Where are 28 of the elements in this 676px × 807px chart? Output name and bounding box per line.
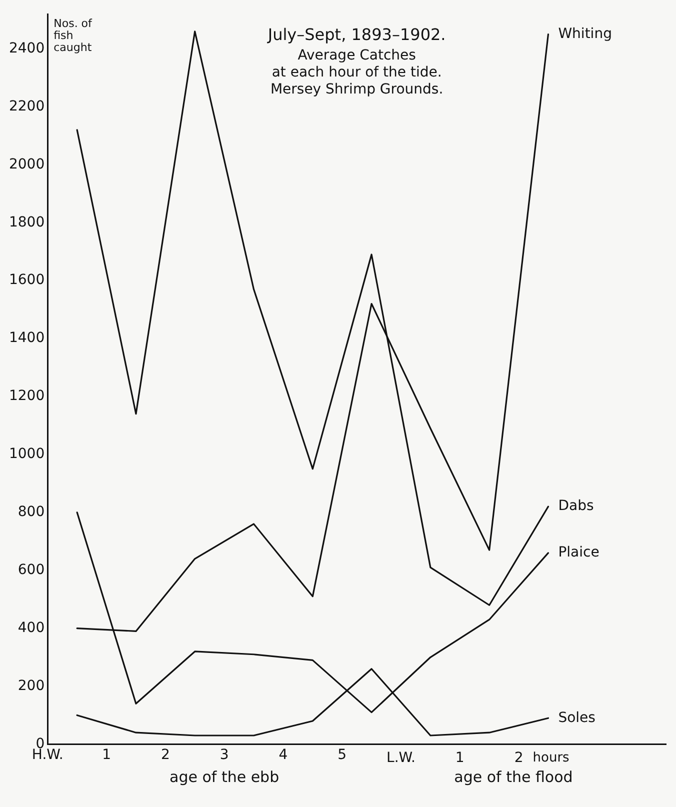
x-tick-label: 5: [338, 747, 347, 764]
text: July–Sept, 1893–1902.: [266, 25, 446, 44]
y-axis-title: Nos. of fish caught: [54, 16, 94, 54]
y-tick-label: 1400: [8, 330, 45, 346]
y-tick-label: 800: [18, 504, 45, 520]
text: age of the ebb: [170, 768, 280, 786]
y-tick-label: 200: [18, 678, 45, 694]
x2-tick-label: L.W.: [386, 750, 416, 766]
series-label: Whiting: [558, 26, 612, 42]
y-tick-label: 1600: [8, 272, 45, 288]
text: age of the flood: [454, 768, 573, 786]
y-tick-label: 400: [18, 620, 45, 636]
y-tick-label: 1200: [8, 388, 45, 404]
series-label: Soles: [558, 710, 596, 726]
x-axis-title: hours: [532, 750, 570, 766]
y-tick-label: 2400: [8, 40, 45, 56]
x-tick-label: 3: [220, 747, 229, 764]
x-tick-label: 1: [102, 747, 111, 764]
text: Average Catches at each hour of the tide. Mersey Shrimp Grounds.: [270, 48, 444, 98]
y-tick-label: 2200: [8, 98, 45, 114]
x-tick-label: 2: [160, 747, 170, 764]
y-tick-label: 1000: [8, 446, 45, 462]
y-tick-label: 2000: [8, 156, 45, 172]
series-label: Plaice: [558, 544, 600, 561]
x-tick-label: 4: [278, 747, 288, 764]
y-tick-label: 1800: [8, 214, 45, 230]
y-tick-label: 600: [18, 562, 45, 578]
series-label: Dabs: [558, 498, 594, 514]
